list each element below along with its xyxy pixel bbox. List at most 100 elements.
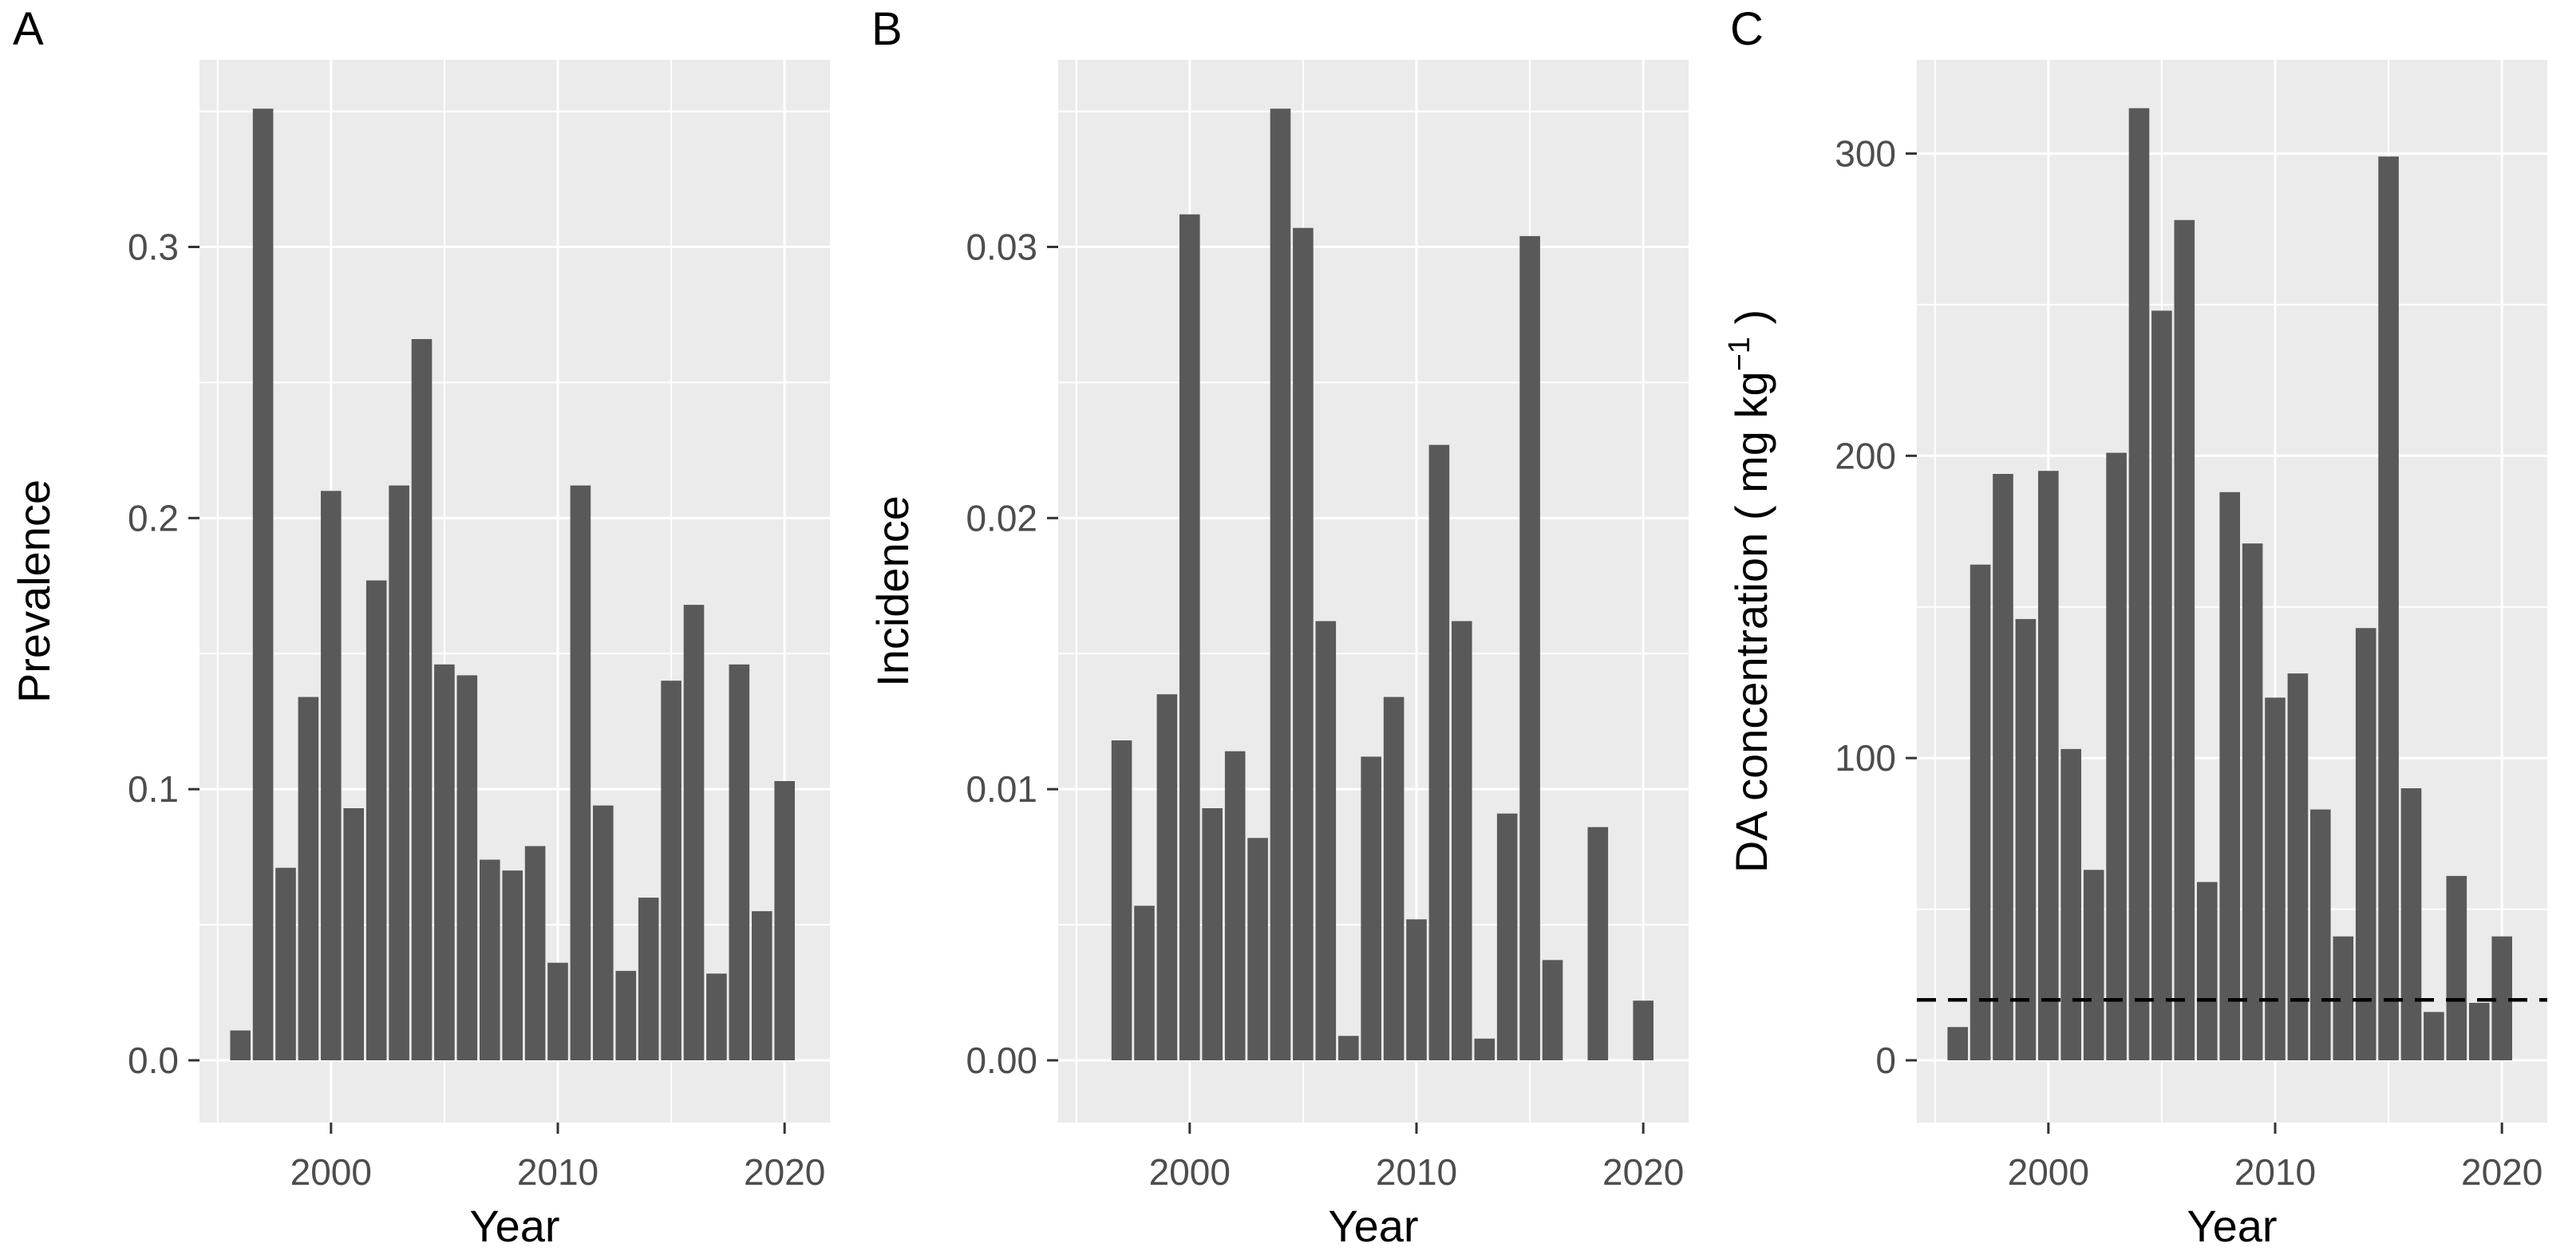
bar-2001 bbox=[2060, 748, 2081, 1060]
bar-2008 bbox=[2219, 491, 2240, 1060]
x-axis-labels: 2000 2010 2020 bbox=[2008, 1151, 2543, 1193]
bar-2008 bbox=[502, 870, 523, 1060]
bar-2003 bbox=[1247, 838, 1268, 1060]
bar-2016 bbox=[2400, 788, 2422, 1060]
bar-2000 bbox=[1179, 214, 1200, 1061]
bar-2010 bbox=[2265, 697, 2286, 1060]
bar-2015 bbox=[661, 681, 682, 1060]
bar-2016 bbox=[683, 605, 705, 1060]
bar-1997 bbox=[252, 109, 274, 1061]
y-axis-title: Prevalence bbox=[9, 479, 59, 703]
bar-2014 bbox=[1496, 813, 1518, 1060]
bar-2009 bbox=[1383, 697, 1405, 1060]
x-axis-labels: 2000 2010 2020 bbox=[290, 1151, 826, 1193]
panel-b: B 0.00 0.01 0.02 0.03 2000 2010 2020 Year Incide… bbox=[859, 0, 1717, 1251]
axis-ticks bbox=[1906, 152, 2503, 1134]
y-tick-label: 0.0 bbox=[128, 1040, 179, 1081]
x-axis-title: Year bbox=[1328, 1201, 1418, 1251]
y-axis-labels: 0.00 0.01 0.02 0.03 bbox=[966, 226, 1037, 1081]
bar-1996 bbox=[230, 1030, 251, 1060]
x-tick-label: 2000 bbox=[290, 1151, 372, 1193]
bar-2005 bbox=[2151, 310, 2172, 1060]
x-axis-labels: 2000 2010 2020 bbox=[1149, 1151, 1685, 1193]
bar-2009 bbox=[524, 846, 546, 1060]
x-tick-label: 2020 bbox=[744, 1151, 825, 1193]
panel-label-c: C bbox=[1730, 3, 1764, 55]
bar-2003 bbox=[389, 485, 409, 1060]
bar-2005 bbox=[1293, 227, 1314, 1061]
bar-2012 bbox=[593, 805, 614, 1060]
bar-2007 bbox=[480, 859, 500, 1060]
y-tick-label: 100 bbox=[1835, 737, 1896, 779]
bar-2013 bbox=[1474, 1038, 1495, 1060]
x-axis-title: Year bbox=[469, 1201, 559, 1251]
bar-2004 bbox=[411, 339, 433, 1060]
bar-2004 bbox=[2128, 108, 2150, 1061]
bar-2011 bbox=[1428, 444, 1450, 1060]
bar-2008 bbox=[1361, 756, 1381, 1060]
bar-2001 bbox=[343, 808, 364, 1060]
bar-2006 bbox=[2174, 219, 2195, 1060]
bar-2016 bbox=[1542, 960, 1563, 1060]
bar-2013 bbox=[615, 970, 637, 1060]
x-tick-label: 2000 bbox=[2008, 1151, 2089, 1193]
bar-2002 bbox=[1224, 751, 1246, 1060]
x-tick-label: 2010 bbox=[1376, 1151, 1457, 1193]
bar-2017 bbox=[706, 973, 727, 1060]
y-tick-label: 0.03 bbox=[966, 226, 1037, 267]
bar-1996 bbox=[1947, 1027, 1968, 1060]
bar-2018 bbox=[729, 664, 750, 1060]
panel-b-chart: 0.00 0.01 0.02 0.03 2000 2010 2020 Year Incidenc… bbox=[867, 60, 1689, 1251]
bar-1999 bbox=[2015, 618, 2037, 1060]
bar-2018 bbox=[1587, 827, 1609, 1060]
bar-2007 bbox=[1338, 1036, 1359, 1060]
y-axis-title: Incidence bbox=[867, 495, 918, 687]
bar-2001 bbox=[1202, 808, 1223, 1060]
bar-2020 bbox=[1633, 1000, 1653, 1060]
y-tick-label: 0.3 bbox=[128, 226, 179, 267]
bar-2000 bbox=[321, 491, 342, 1060]
y-tick-label: 0 bbox=[1875, 1040, 1896, 1081]
bar-2002 bbox=[2083, 870, 2104, 1060]
bar-2009 bbox=[2242, 543, 2263, 1060]
bar-2015 bbox=[2378, 156, 2399, 1061]
bar-2020 bbox=[774, 781, 795, 1060]
bar-2006 bbox=[1315, 621, 1337, 1060]
x-tick-label: 2010 bbox=[517, 1151, 599, 1193]
bar-2014 bbox=[2355, 628, 2376, 1060]
bar-2006 bbox=[456, 675, 478, 1060]
bar-1998 bbox=[1993, 474, 2013, 1060]
panel-c: C 0 100 200 300 2000 2010 2020 Year DA concentra… bbox=[1717, 0, 2576, 1251]
bar-2014 bbox=[638, 898, 659, 1060]
bar-2004 bbox=[1270, 109, 1291, 1061]
y-tick-label: 0.01 bbox=[966, 768, 1037, 810]
bar-1997 bbox=[1111, 740, 1132, 1060]
x-tick-label: 2000 bbox=[1149, 1151, 1231, 1193]
y-tick-label: 0.1 bbox=[128, 768, 179, 810]
panel-label-b: B bbox=[871, 3, 903, 55]
x-tick-label: 2020 bbox=[1602, 1151, 1684, 1193]
panel-a: A 0.0 0.1 0.2 0.3 2000 2010 2020 Year Prevalence bbox=[0, 0, 859, 1251]
axis-ticks bbox=[188, 245, 786, 1134]
bar-1998 bbox=[275, 867, 296, 1060]
y-tick-label: 0.2 bbox=[128, 497, 179, 539]
axis-ticks bbox=[1047, 245, 1645, 1134]
y-axis-title: DA concentration ( mg kg−1 ) bbox=[1723, 310, 1776, 873]
bar-2002 bbox=[365, 580, 387, 1060]
y-tick-label: 200 bbox=[1835, 435, 1896, 476]
bar-1997 bbox=[1970, 564, 1991, 1060]
y-axis-labels: 0 100 200 300 bbox=[1835, 132, 1896, 1081]
y-axis-labels: 0.0 0.1 0.2 0.3 bbox=[128, 226, 179, 1081]
bar-2012 bbox=[1452, 621, 1472, 1060]
panel-label-a: A bbox=[13, 3, 44, 55]
x-tick-label: 2010 bbox=[2234, 1151, 2316, 1193]
bar-2011 bbox=[570, 485, 591, 1060]
panel-a-chart: 0.0 0.1 0.2 0.3 2000 2010 2020 Year Prevalence bbox=[9, 60, 830, 1251]
bars bbox=[230, 109, 795, 1061]
bar-1999 bbox=[298, 697, 319, 1060]
y-tick-label: 0.00 bbox=[966, 1040, 1037, 1081]
bar-2018 bbox=[2446, 875, 2467, 1060]
x-axis-title: Year bbox=[2187, 1201, 2277, 1251]
bar-2005 bbox=[434, 664, 455, 1060]
bar-2003 bbox=[2106, 452, 2127, 1060]
